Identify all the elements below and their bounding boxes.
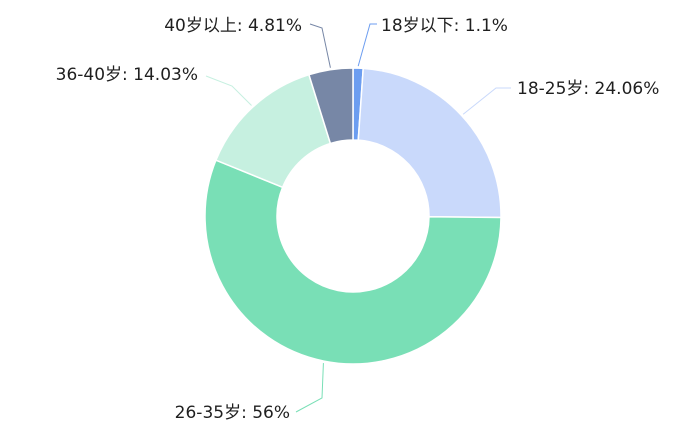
slice-label-18-25: 18-25岁: 24.06% [517, 79, 659, 99]
slice-label-under-18: 18岁以下: 1.1% [381, 16, 508, 36]
leader-under-18 [357, 23, 377, 67]
leader-over-40 [309, 23, 331, 68]
leader-lines [205, 23, 511, 413]
slice-label-36-40: 36-40岁: 14.03% [56, 65, 198, 85]
slice-label-26-35: 26-35岁: 56% [175, 403, 290, 423]
leader-18-25 [462, 87, 511, 115]
leader-36-40 [205, 75, 252, 106]
slice-label-over-40: 40岁以上: 4.81% [164, 16, 302, 36]
donut-slices [204, 67, 502, 365]
slice-labels: 18岁以下: 1.1% 18-25岁: 24.06% 26-35岁: 56% 3… [56, 16, 660, 423]
slice-26-35[interactable] [204, 159, 502, 365]
slice-18-25[interactable] [357, 67, 502, 219]
slice-over-40[interactable] [308, 67, 354, 145]
leader-26-35 [295, 363, 324, 413]
